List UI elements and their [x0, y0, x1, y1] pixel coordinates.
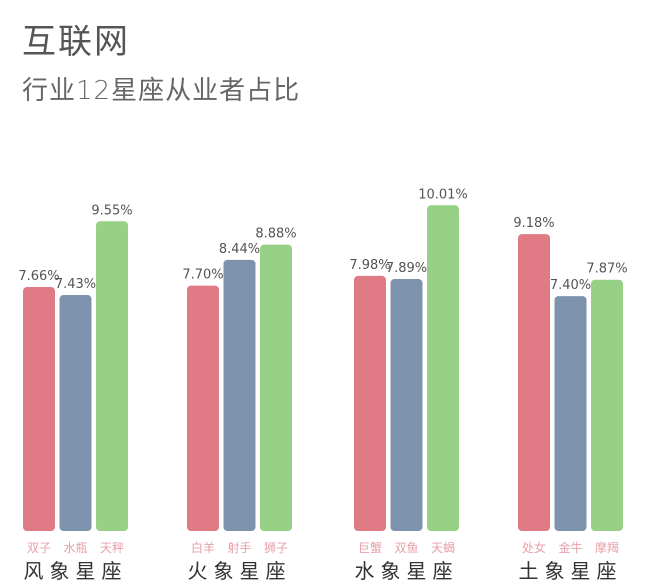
data-label: 7.43% [55, 277, 96, 292]
bar [427, 205, 459, 531]
data-label: 8.44% [219, 242, 260, 257]
bar [223, 259, 256, 531]
bar [23, 287, 55, 531]
bar [518, 234, 550, 532]
chart-title: 互联网 [22, 22, 130, 62]
group-label: 风象星座 [24, 559, 128, 583]
tick-label: 处女 [522, 540, 546, 555]
tick-label: 天蝎 [431, 541, 455, 555]
data-label: 7.89% [386, 261, 427, 276]
bar [260, 244, 292, 532]
group-label: 火象星座 [188, 559, 292, 583]
bar [390, 279, 423, 531]
tick-label: 巨蟹 [358, 540, 382, 555]
data-label: 9.18% [513, 216, 554, 231]
data-label: 7.87% [586, 262, 627, 277]
tick-label: 天秤 [100, 541, 124, 555]
bar [96, 221, 128, 531]
data-label: 9.55% [91, 203, 132, 218]
bar [354, 275, 386, 531]
tick-label: 白羊 [191, 540, 215, 555]
bar [591, 279, 623, 531]
tick-label: 金牛 [558, 540, 582, 555]
tick-label: 摩羯 [595, 540, 619, 555]
data-label: 7.98% [349, 258, 390, 273]
tick-label: 双鱼 [394, 541, 418, 555]
tick-label: 射手 [227, 540, 251, 555]
data-label: 8.88% [255, 227, 296, 242]
data-label: 10.01% [418, 187, 468, 202]
bar [187, 285, 219, 531]
data-label: 7.40% [550, 278, 591, 293]
chart-subtitle: 行业12星座从业者占比 [22, 76, 301, 106]
data-label: 7.66% [18, 269, 59, 284]
bar [59, 295, 92, 531]
bar [554, 296, 587, 531]
tick-label: 水瓶 [63, 541, 87, 555]
tick-label: 狮子 [264, 541, 288, 555]
group-label: 水象星座 [355, 559, 459, 583]
group-label: 土象星座 [519, 559, 623, 583]
tick-label: 双子 [27, 541, 51, 555]
data-label: 7.70% [182, 268, 223, 283]
